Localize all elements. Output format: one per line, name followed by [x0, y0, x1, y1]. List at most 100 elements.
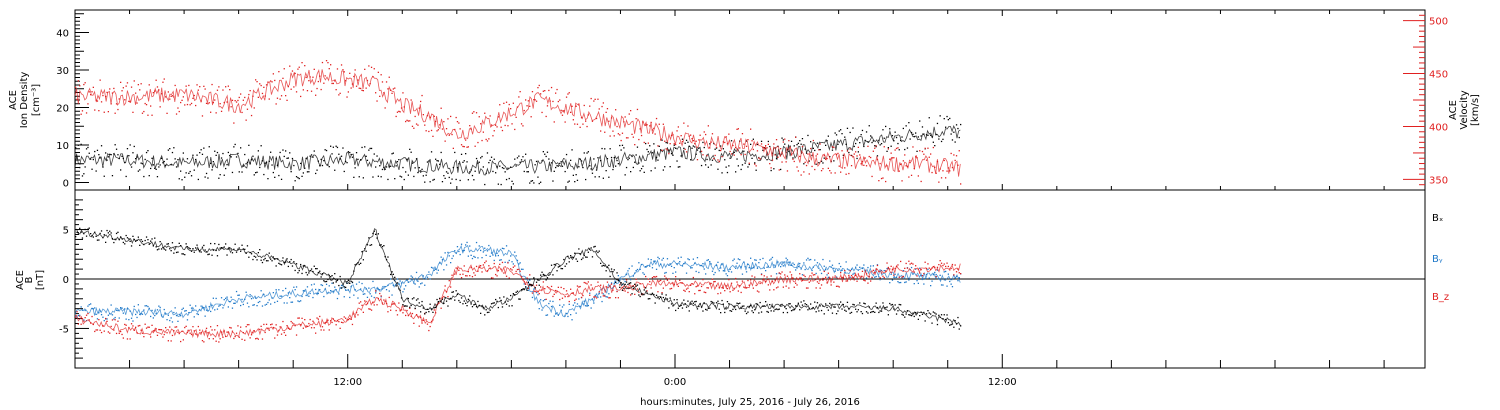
by-series-point: [114, 316, 116, 319]
density-series-point: [255, 172, 257, 174]
by-series-point: [140, 313, 142, 315]
by-series-point: [230, 296, 232, 298]
velocity-series-point: [215, 112, 217, 114]
bz-series-point: [351, 323, 354, 326]
bz-series-point: [610, 283, 613, 285]
by-series-point: [606, 296, 609, 298]
velocity-series-point: [957, 164, 959, 166]
velocity-series-point: [298, 66, 300, 68]
bz-series-point: [460, 277, 463, 279]
density-series-point: [676, 160, 678, 162]
density-series-point: [752, 138, 754, 140]
velocity-series-point: [478, 116, 480, 118]
velocity-series-point: [365, 87, 367, 89]
by-series-point: [410, 275, 412, 277]
bx-series-point: [175, 251, 178, 254]
bx-series-point: [376, 237, 378, 239]
bz-series-point: [883, 276, 885, 279]
by-series-point: [819, 269, 821, 271]
velocity-series-point: [815, 155, 817, 157]
bz-series-point: [155, 328, 157, 330]
bx-series-point: [586, 256, 588, 258]
density-series-point: [199, 152, 201, 154]
by-series-point: [874, 276, 876, 278]
density-series-point: [815, 163, 817, 165]
bx-series-point: [141, 240, 144, 243]
bz-series-point: [193, 330, 195, 332]
by-series-point: [417, 280, 419, 282]
density-series-point: [515, 165, 517, 167]
bz-series-point: [289, 328, 291, 330]
velocity-series-point: [474, 145, 476, 147]
bz-series-point: [181, 330, 183, 332]
bx-series-point: [343, 286, 345, 288]
bz-series-point: [844, 270, 846, 272]
bx-series-point: [283, 261, 285, 263]
density-series-point: [330, 145, 332, 147]
velocity-series-point: [257, 96, 259, 98]
density-series-point: [865, 131, 868, 133]
bx-series-point: [451, 291, 453, 293]
velocity-series-point: [901, 180, 903, 182]
bx-series-point: [452, 291, 454, 293]
by-series-point: [444, 252, 446, 254]
bx-series-point: [785, 308, 787, 310]
by-series-point: [98, 312, 100, 314]
bx-series-point: [212, 249, 214, 251]
bx-series-point: [94, 231, 96, 233]
bx-series-point: [495, 298, 497, 301]
velocity-series-point: [895, 147, 898, 150]
by-series-point: [331, 282, 333, 284]
density-series-point: [549, 164, 551, 166]
velocity-series-point: [219, 103, 221, 105]
by-series-point: [225, 297, 227, 299]
bx-series-point: [160, 248, 163, 250]
density-series-point: [75, 147, 77, 149]
velocity-series-point: [662, 123, 664, 125]
bx-series-point: [587, 251, 589, 253]
density-series-point: [143, 175, 145, 178]
bz-series-point: [795, 282, 797, 284]
bx-series-point: [901, 313, 903, 316]
density-series-point: [737, 165, 739, 167]
velocity-series-point: [485, 138, 487, 141]
density-series-point: [954, 141, 956, 143]
velocity-series-point: [84, 82, 86, 84]
density-series-point: [301, 175, 303, 177]
density-series-point: [139, 169, 141, 171]
bx-series-point: [582, 257, 584, 259]
bx-series-point: [268, 252, 270, 254]
density-series-point: [544, 153, 546, 155]
bz-series-point: [169, 326, 171, 328]
by-series-point: [705, 273, 707, 275]
density-series-point: [945, 126, 947, 128]
bx-series-point: [312, 270, 314, 273]
by-series-point: [384, 286, 386, 288]
velocity-series-point: [940, 177, 943, 179]
density-series-point: [133, 145, 135, 148]
bz-series-point: [763, 275, 765, 277]
by-series-point: [541, 309, 543, 311]
velocity-series-point: [675, 143, 677, 146]
velocity-series-point: [699, 134, 701, 136]
bz-series-point: [593, 296, 595, 298]
density-series-point: [730, 140, 733, 142]
by-series-point: [928, 277, 930, 279]
bx-series-point: [715, 302, 718, 304]
bz-series-point: [736, 281, 738, 283]
velocity-series-point: [279, 98, 281, 100]
bz-series-point: [565, 290, 568, 292]
velocity-series-point: [501, 129, 504, 132]
density-series-point: [582, 166, 584, 169]
by-series-point: [184, 310, 186, 312]
bz-series-point: [786, 275, 789, 277]
bx-series-point: [430, 308, 433, 310]
bx-series-point: [210, 242, 212, 245]
density-series-point: [683, 147, 685, 149]
velocity-series-point: [272, 73, 274, 75]
bz-series-point: [256, 337, 258, 339]
density-series-point: [260, 145, 262, 147]
velocity-series-point: [891, 157, 894, 159]
density-series-point: [670, 153, 673, 155]
